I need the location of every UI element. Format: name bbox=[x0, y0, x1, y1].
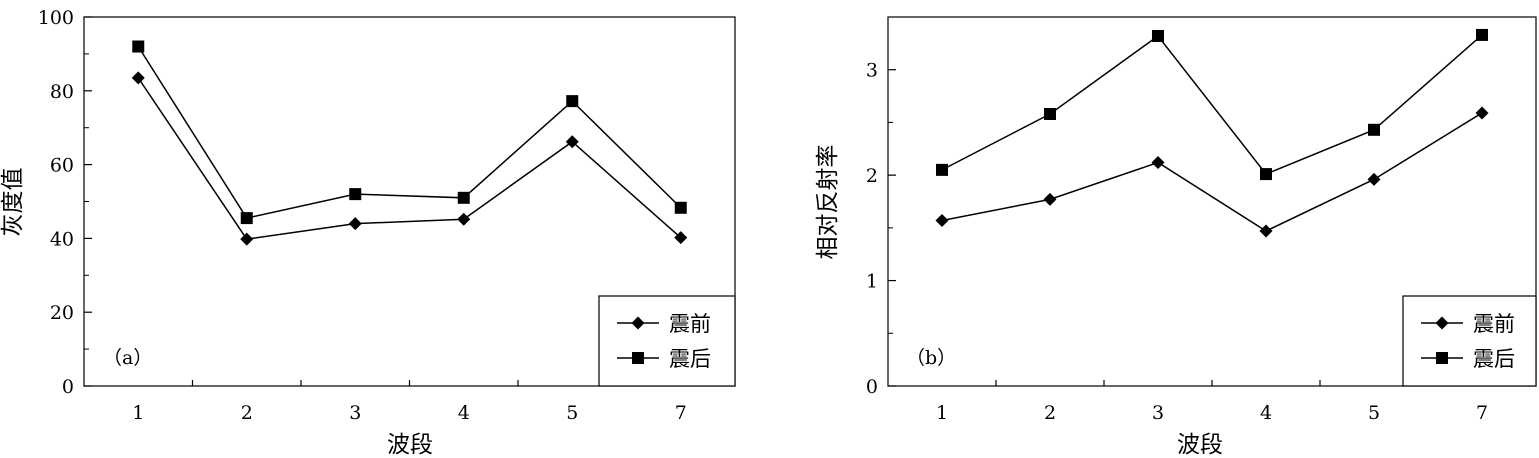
panel-b-series-1-point bbox=[1151, 155, 1165, 169]
panel-a-series-2-point bbox=[566, 95, 579, 108]
panel-a-series-1-point bbox=[348, 217, 362, 231]
panel-b-y-tick-label: 2 bbox=[866, 165, 878, 187]
panel-a-series-2-point bbox=[349, 188, 362, 201]
panel-a-y-tick-label: 0 bbox=[62, 376, 74, 398]
panel-b-series-2-point bbox=[1476, 28, 1488, 41]
panel-b-legend-marker bbox=[1435, 316, 1449, 330]
panel-a-label: （a） bbox=[103, 347, 152, 369]
panel-a-series-1-point bbox=[674, 231, 688, 245]
panel-b-y-tick-label: 3 bbox=[866, 60, 878, 82]
panel-b-legend-label: 震前 bbox=[1473, 312, 1515, 336]
panel-a-x-tick-label: 1 bbox=[132, 402, 144, 424]
panel-b-series-1-line bbox=[941, 112, 1483, 232]
panel-a-y-tick-label: 20 bbox=[50, 302, 74, 324]
panel-b-series-2-point bbox=[1260, 168, 1272, 181]
panel-b-x-tick-label: 3 bbox=[1152, 402, 1164, 424]
panel-b-x-tick-label: 5 bbox=[1368, 402, 1380, 424]
panel-b-series-2-line bbox=[941, 34, 1483, 175]
panel-b-series-1-point bbox=[935, 213, 949, 227]
panel-b-series-1-point bbox=[1259, 224, 1273, 238]
panel-b-y-tick-label: 1 bbox=[866, 271, 878, 293]
panel-b-label: （b） bbox=[906, 347, 956, 369]
panel-a-y-tick-label: 100 bbox=[38, 7, 74, 29]
panel-b-x-tick-label: 1 bbox=[936, 402, 948, 424]
panel-a-y-tick-label: 80 bbox=[50, 81, 74, 103]
panel-b-series-1-point bbox=[1475, 106, 1489, 120]
panel-b-legend-marker bbox=[1436, 352, 1448, 364]
panel-a-series-1-point bbox=[240, 232, 254, 246]
panel-b-legend-box bbox=[1402, 295, 1537, 387]
panel-a-series-1-point bbox=[131, 71, 145, 85]
panel-a-y-tick-label: 40 bbox=[50, 228, 74, 250]
panel-a-series-2-line bbox=[137, 46, 682, 219]
panel-a-series-2-point bbox=[240, 212, 253, 225]
panel-b-series-2-point bbox=[1368, 123, 1380, 136]
panel-b-x-tick-label: 2 bbox=[1044, 402, 1056, 424]
panel-a-x-axis-title: 波段 bbox=[387, 432, 433, 458]
panel-a-series-2-point bbox=[674, 201, 687, 214]
panel-a-series-1-line bbox=[137, 77, 682, 240]
panel-b-series-1-point bbox=[1043, 192, 1057, 206]
panel-a-legend-label: 震后 bbox=[669, 347, 711, 371]
panel-a-legend-marker bbox=[631, 316, 645, 330]
panel-a-series-1-point bbox=[457, 212, 471, 226]
panel-b-x-axis-title: 波段 bbox=[1177, 432, 1223, 458]
panel-b-series-2-point bbox=[936, 163, 948, 176]
panel-b-y-axis-title: 相对反射率 bbox=[815, 145, 841, 260]
panel-b-x-tick-label: 4 bbox=[1260, 402, 1272, 424]
panel-b-series-2-point bbox=[1152, 29, 1164, 42]
panel-a-legend-marker bbox=[632, 352, 644, 364]
panel-b-y-tick-label: 0 bbox=[866, 376, 878, 398]
panel-a-x-tick-label: 3 bbox=[349, 402, 361, 424]
panel-a-x-tick-label: 2 bbox=[241, 402, 253, 424]
panel-a-legend-box bbox=[598, 295, 736, 387]
panel-a-y-axis-title: 灰度值 bbox=[0, 168, 26, 237]
panel-a-y-tick-label: 60 bbox=[50, 155, 74, 177]
panel-a-series-1-point bbox=[565, 135, 579, 149]
panel-a-x-tick-label: 5 bbox=[566, 402, 578, 424]
panel-b-series-2-point bbox=[1044, 107, 1056, 120]
panel-b-x-tick-label: 7 bbox=[1476, 402, 1488, 424]
panel-a-legend-label: 震前 bbox=[669, 312, 711, 336]
panel-b-series-1-point bbox=[1367, 172, 1381, 186]
panel-a-series-2-point bbox=[132, 40, 145, 53]
panel-a-series-2-point bbox=[457, 191, 470, 204]
panel-b-legend-label: 震后 bbox=[1473, 347, 1515, 371]
panel-a-x-tick-label: 4 bbox=[458, 402, 470, 424]
panel-a-x-tick-label: 7 bbox=[675, 402, 687, 424]
